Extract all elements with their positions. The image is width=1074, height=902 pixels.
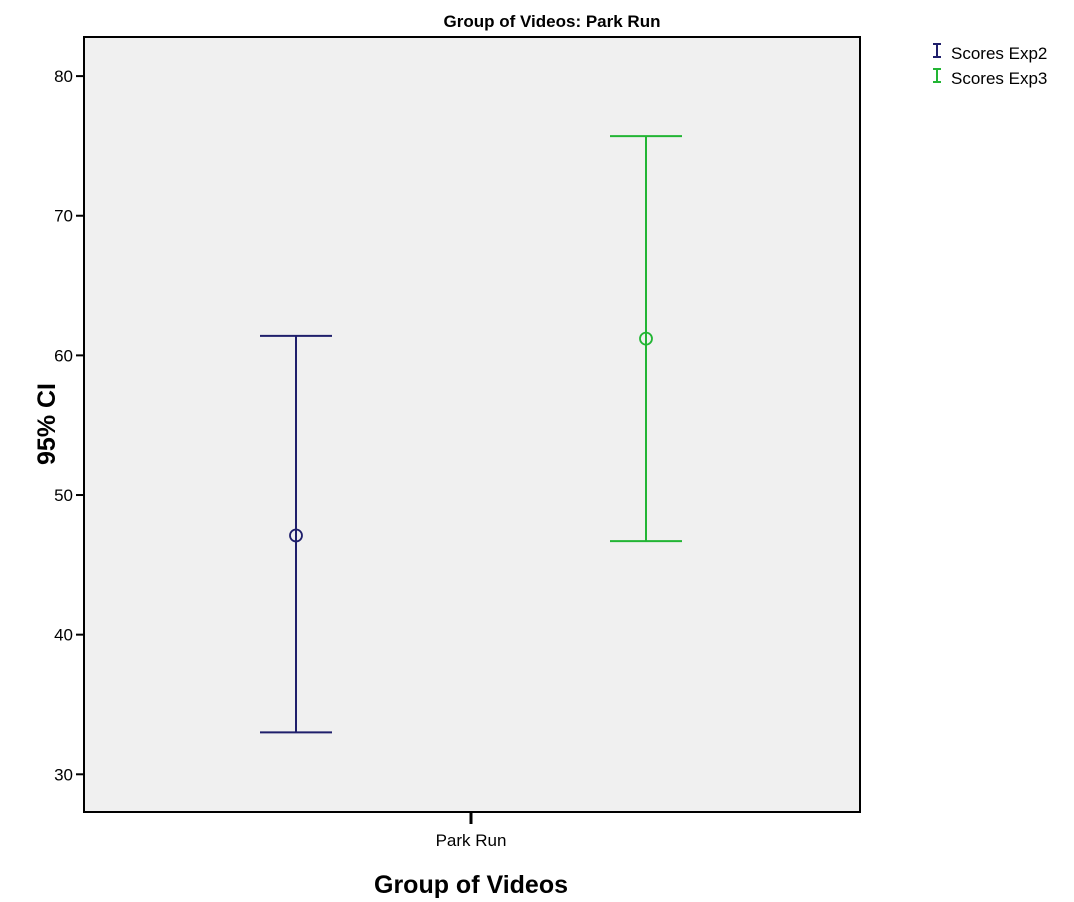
y-tick-label: 30 — [54, 765, 73, 784]
y-axis: 30 40 50 60 70 80 — [54, 67, 84, 784]
mean-marker — [639, 331, 653, 346]
legend-label: Scores Exp3 — [951, 69, 1047, 88]
x-tick-label: Park Run — [436, 831, 507, 850]
x-axis: Park Run — [436, 812, 507, 850]
chart-title: Group of Videos: Park Run — [444, 12, 661, 31]
legend-item-1: Scores Exp2 — [933, 43, 1047, 63]
y-tick-label: 80 — [54, 67, 73, 86]
plot-area — [83, 36, 861, 813]
legend-item-2: Scores Exp3 — [933, 68, 1047, 88]
error-bar-1 — [260, 334, 332, 734]
y-axis-title: 95% CI — [33, 383, 61, 465]
series-layer — [260, 135, 682, 734]
error-bar-2 — [610, 135, 682, 543]
y-tick-label: 70 — [54, 207, 73, 226]
legend-label: Scores Exp2 — [951, 44, 1047, 63]
y-tick-label: 40 — [54, 626, 73, 645]
mean-marker — [289, 528, 303, 543]
y-tick-label: 60 — [54, 346, 73, 365]
y-tick-label: 50 — [54, 486, 73, 505]
x-axis-title: Group of Videos — [374, 871, 568, 899]
legend: Scores Exp2 Scores Exp3 — [933, 43, 1047, 88]
